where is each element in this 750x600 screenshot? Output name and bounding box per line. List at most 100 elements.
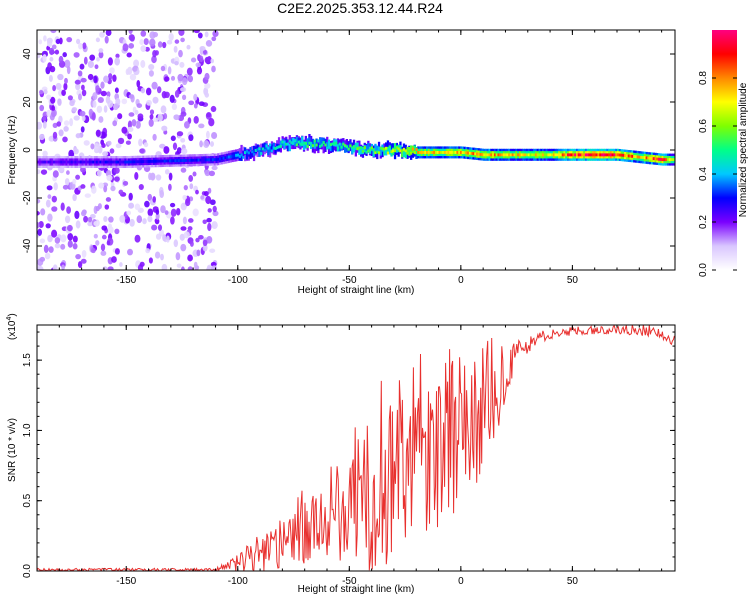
spectrogram-cell [358,146,361,150]
spectrogram-cell [470,152,473,155]
spectrogram-cell [42,115,47,122]
spectrogram-cell [107,57,113,66]
spectrogram-cell [613,153,616,157]
x-tick-label: 50 [567,275,579,286]
spectrogram-cell [127,133,132,140]
spectrogram-cell [152,50,157,58]
spectrogram-cell [463,151,466,155]
spectrogram-cell [66,224,73,232]
spectrogram-cell [260,152,263,155]
spectrogram-cell [58,55,64,64]
spectrogram-cell [177,73,184,82]
y-tick-label: 40 [22,48,33,60]
colorbar-tick-label: 0.4 [698,167,709,181]
spectrogram-cell [137,113,144,120]
spectrogram-cell [89,54,96,61]
spectrogram-cell [599,153,602,157]
spectrogram-cell [145,248,151,254]
spectrogram-cell [133,59,140,68]
spectrogram-cell [192,171,197,177]
spectrogram-cell [597,153,600,157]
spectrogram-cell [356,142,359,150]
snr-ylabel: SNR (10 * v/v) [7,418,18,482]
spectrogram-cell [406,146,409,155]
spectrogram-cell [572,153,575,157]
spectrogram-cell [161,159,165,163]
spectrogram-cell [638,155,641,159]
spectrogram-cell [117,160,120,164]
spectrogram-cell [392,149,395,153]
spectrogram-cell [83,140,90,146]
spectrogram-cell [518,153,522,157]
spectrogram-cell [155,174,162,181]
spectrogram-cell [90,143,95,150]
spectrogram-cell [138,160,141,164]
spectrogram-cell [579,153,582,157]
spectrogram-cell [148,118,154,127]
spectrogram-cell [180,87,187,92]
spectrogram-cell [127,120,132,129]
spectrogram-cell [74,79,81,85]
spectrogram-cell [190,158,193,162]
spectrogram-cell [609,153,613,157]
spectrogram-ylabel: Frequency (Hz) [7,116,18,185]
spectrogram-cell [62,160,65,164]
spectrogram-cell [204,169,211,177]
spectrogram-cell [183,159,186,162]
spectrogram-cell [283,140,286,144]
spectrogram-cell [426,151,429,154]
spectrogram-cell [180,202,187,211]
spectrogram-cell [479,153,482,156]
spectrogram-cell [45,199,51,208]
spectrogram-cell [465,151,468,155]
spectrogram-cell [52,264,58,270]
spectrogram-cell [442,151,445,154]
spectrogram-cell [497,153,500,157]
spectrogram-cell [181,148,188,155]
spectrogram-cell [452,151,456,154]
spectrogram-cell [42,160,45,164]
spectrogram-cell [365,150,368,154]
spectrogram-cell [134,172,139,180]
spectrogram-cell [101,234,107,240]
spectrogram-cell [188,158,191,162]
spectrogram-cell [277,137,281,150]
spectrogram-cell [42,54,47,63]
spectrogram-cell [139,39,144,46]
spectrogram-cell [286,142,290,146]
spectrogram-cell [433,151,436,154]
spectrogram-cell [240,144,243,157]
spectrogram-cell [152,96,159,104]
spectrogram-cell [56,121,62,127]
snr-multiplier-open: (x10 [7,320,18,340]
spectrogram-cell [186,44,191,50]
spectrogram-cell [104,204,110,210]
spectrogram-cell [77,70,83,77]
spectrogram-cell [98,116,104,123]
spectrogram-cell [374,151,377,155]
spectrogram-cell [665,158,668,162]
spectrogram-cell [118,189,124,195]
spectrogram-cell [484,153,488,157]
spectrogram-cell [108,216,114,223]
spectrogram-cell [301,136,304,144]
spectrogram-cell [306,138,309,146]
spectrogram-cell [55,38,61,45]
spectrogram-cell [193,93,198,101]
spectrogram-cell [493,153,497,157]
spectrogram-cell [256,144,259,152]
spectrogram-cell [211,158,215,162]
spectrogram-cell [534,153,538,157]
spectrogram-cell [90,160,93,164]
spectrogram-cell [57,98,62,106]
spectrogram-cell [663,158,666,162]
spectrogram-cell [95,160,99,164]
spectrogram-cell [66,65,71,75]
spectrogram-cell [38,89,44,95]
spectrogram-cell [60,243,66,250]
spectrogram-cell [81,160,84,164]
spectrogram-cell [95,129,101,137]
spectrogram-cell [395,146,398,150]
spectrogram-cell [202,49,208,55]
spectrogram-cell [292,141,295,145]
